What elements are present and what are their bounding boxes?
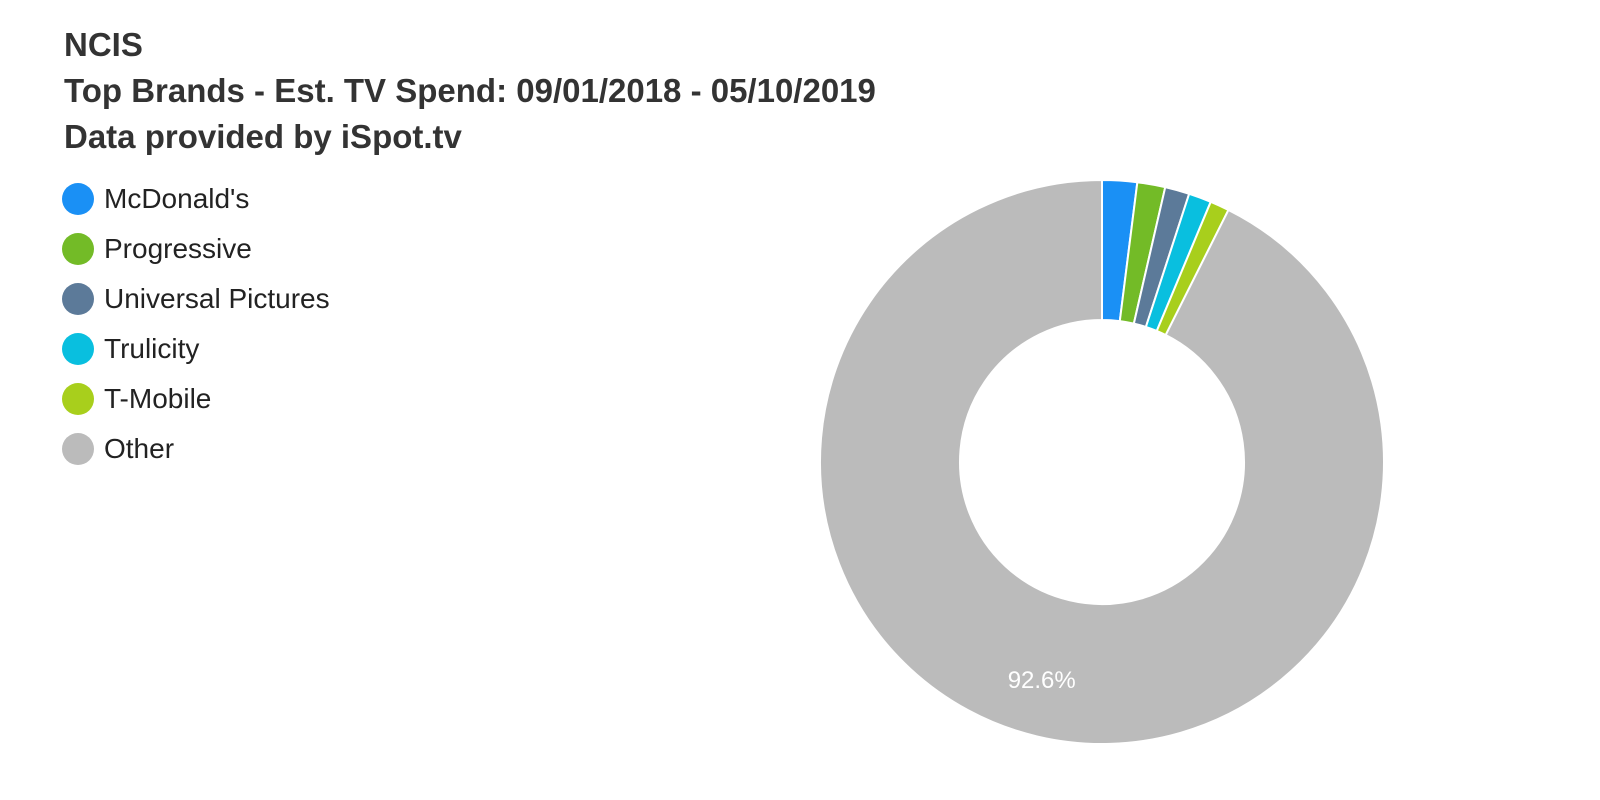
chart-caption: Data provided by iSpot.tv (64, 118, 462, 155)
legend-label-mcdonald-s: McDonald's (104, 183, 250, 214)
chart-titles: NCIS Top Brands - Est. TV Spend: 09/01/2… (64, 22, 876, 160)
legend-label-t-mobile: T-Mobile (104, 383, 212, 414)
legend-swatch-progressive (62, 233, 94, 265)
legend-swatch-mcdonald-s (62, 183, 94, 215)
chart-subtitle: Top Brands - Est. TV Spend: 09/01/2018 -… (64, 72, 876, 109)
legend-label-other: Other (104, 433, 175, 464)
legend-item-trulicity[interactable]: Trulicity (62, 324, 330, 374)
chart-title: NCIS (64, 26, 143, 63)
legend-label-progressive: Progressive (104, 233, 252, 264)
legend-item-t-mobile[interactable]: T-Mobile (62, 374, 330, 424)
legend-swatch-t-mobile (62, 383, 94, 415)
slice-other[interactable] (819, 178, 1385, 745)
legend-swatch-other (62, 433, 94, 465)
legend-item-other[interactable]: Other (62, 424, 330, 474)
legend-item-progressive[interactable]: Progressive (62, 224, 330, 274)
legend-swatch-trulicity (62, 333, 94, 365)
legend-label-trulicity: Trulicity (104, 333, 200, 364)
legend-label-universal-pictures: Universal Pictures (104, 283, 330, 314)
legend-item-mcdonald-s[interactable]: McDonald's (62, 174, 330, 224)
data-label-other: 92.6% (1008, 667, 1076, 694)
legend-item-universal-pictures[interactable]: Universal Pictures (62, 274, 330, 324)
legend: McDonald's Progressive Universal Pictures T… (62, 174, 330, 474)
legend-swatch-universal-pictures (62, 283, 94, 315)
